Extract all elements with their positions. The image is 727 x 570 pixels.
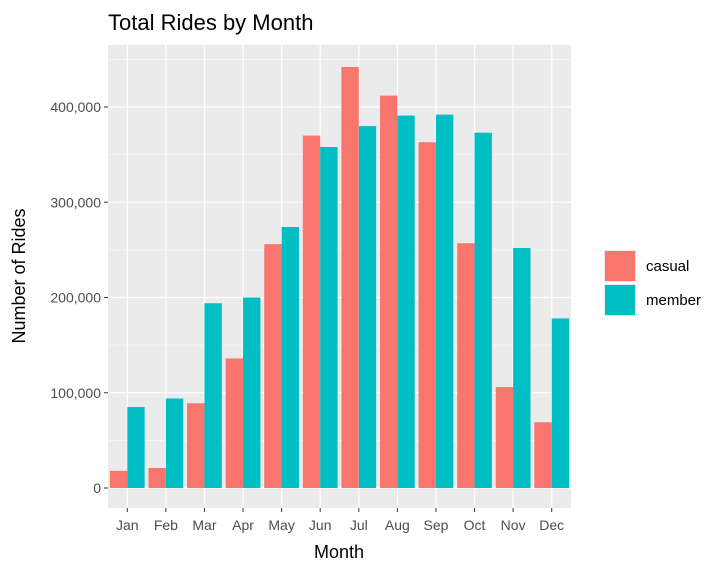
x-tick-label: Jun xyxy=(309,517,332,533)
bar-member-feb xyxy=(165,398,184,488)
bar-casual-feb xyxy=(148,467,166,488)
y-tick-label: 200,000 xyxy=(50,290,101,306)
bar-casual-mar xyxy=(187,403,205,488)
x-tick-label: Jan xyxy=(116,517,139,533)
x-tick-label: Oct xyxy=(464,517,486,533)
legend-label-casual: casual xyxy=(646,258,689,275)
y-axis-label: Number of Rides xyxy=(9,208,29,343)
x-axis-label: Month xyxy=(314,542,364,562)
legend-label-member: member xyxy=(646,292,701,309)
x-tick-label: May xyxy=(268,517,294,533)
x-axis: Jan Feb Mar Apr May Jun Jul Aug Sep Oct Nov Dec xyxy=(116,508,564,533)
y-axis: 0 100,000 200,000 300,000 400,000 xyxy=(50,99,108,496)
bar-casual-may xyxy=(264,244,282,488)
chart-title: Total Rides by Month xyxy=(108,10,313,35)
bar-casual-apr xyxy=(225,358,244,488)
bar-member-sep xyxy=(435,114,454,489)
bar-casual-dec xyxy=(534,422,552,488)
y-tick-label: 300,000 xyxy=(50,194,101,210)
bar-member-jun xyxy=(320,147,338,488)
y-tick-label: 400,000 xyxy=(50,99,101,115)
x-tick-label: Apr xyxy=(232,517,254,533)
y-tick-label: 100,000 xyxy=(50,385,101,401)
x-tick-label: Sep xyxy=(423,517,448,533)
bar-member-oct xyxy=(474,132,492,488)
bar-member-nov xyxy=(513,247,531,488)
bar-casual-nov xyxy=(495,387,514,488)
x-tick-label: Dec xyxy=(539,517,564,533)
bar-casual-jun xyxy=(302,135,321,488)
bar-member-apr xyxy=(243,297,261,488)
bar-casual-jan xyxy=(109,470,128,488)
bar-member-jan xyxy=(127,407,145,488)
x-tick-label: Feb xyxy=(154,517,178,533)
plot-panel xyxy=(108,45,571,508)
legend: casual member xyxy=(604,250,701,316)
bar-member-jul xyxy=(358,126,377,489)
x-tick-label: Aug xyxy=(385,517,410,533)
bar-casual-aug xyxy=(380,95,398,488)
bar-member-may xyxy=(281,227,299,488)
x-tick-label: Nov xyxy=(501,517,526,533)
bar-casual-oct xyxy=(457,243,475,488)
bar-casual-jul xyxy=(341,66,359,489)
y-tick-label: 0 xyxy=(93,480,101,496)
legend-key-casual xyxy=(605,251,635,281)
x-tick-label: Jul xyxy=(350,517,368,533)
bar-member-aug xyxy=(397,115,415,488)
x-tick-label: Mar xyxy=(192,517,216,533)
bar-member-dec xyxy=(551,318,570,488)
bar-casual-sep xyxy=(418,142,436,488)
bars xyxy=(109,66,570,489)
bar-member-mar xyxy=(204,303,222,488)
legend-key-member xyxy=(605,285,635,315)
